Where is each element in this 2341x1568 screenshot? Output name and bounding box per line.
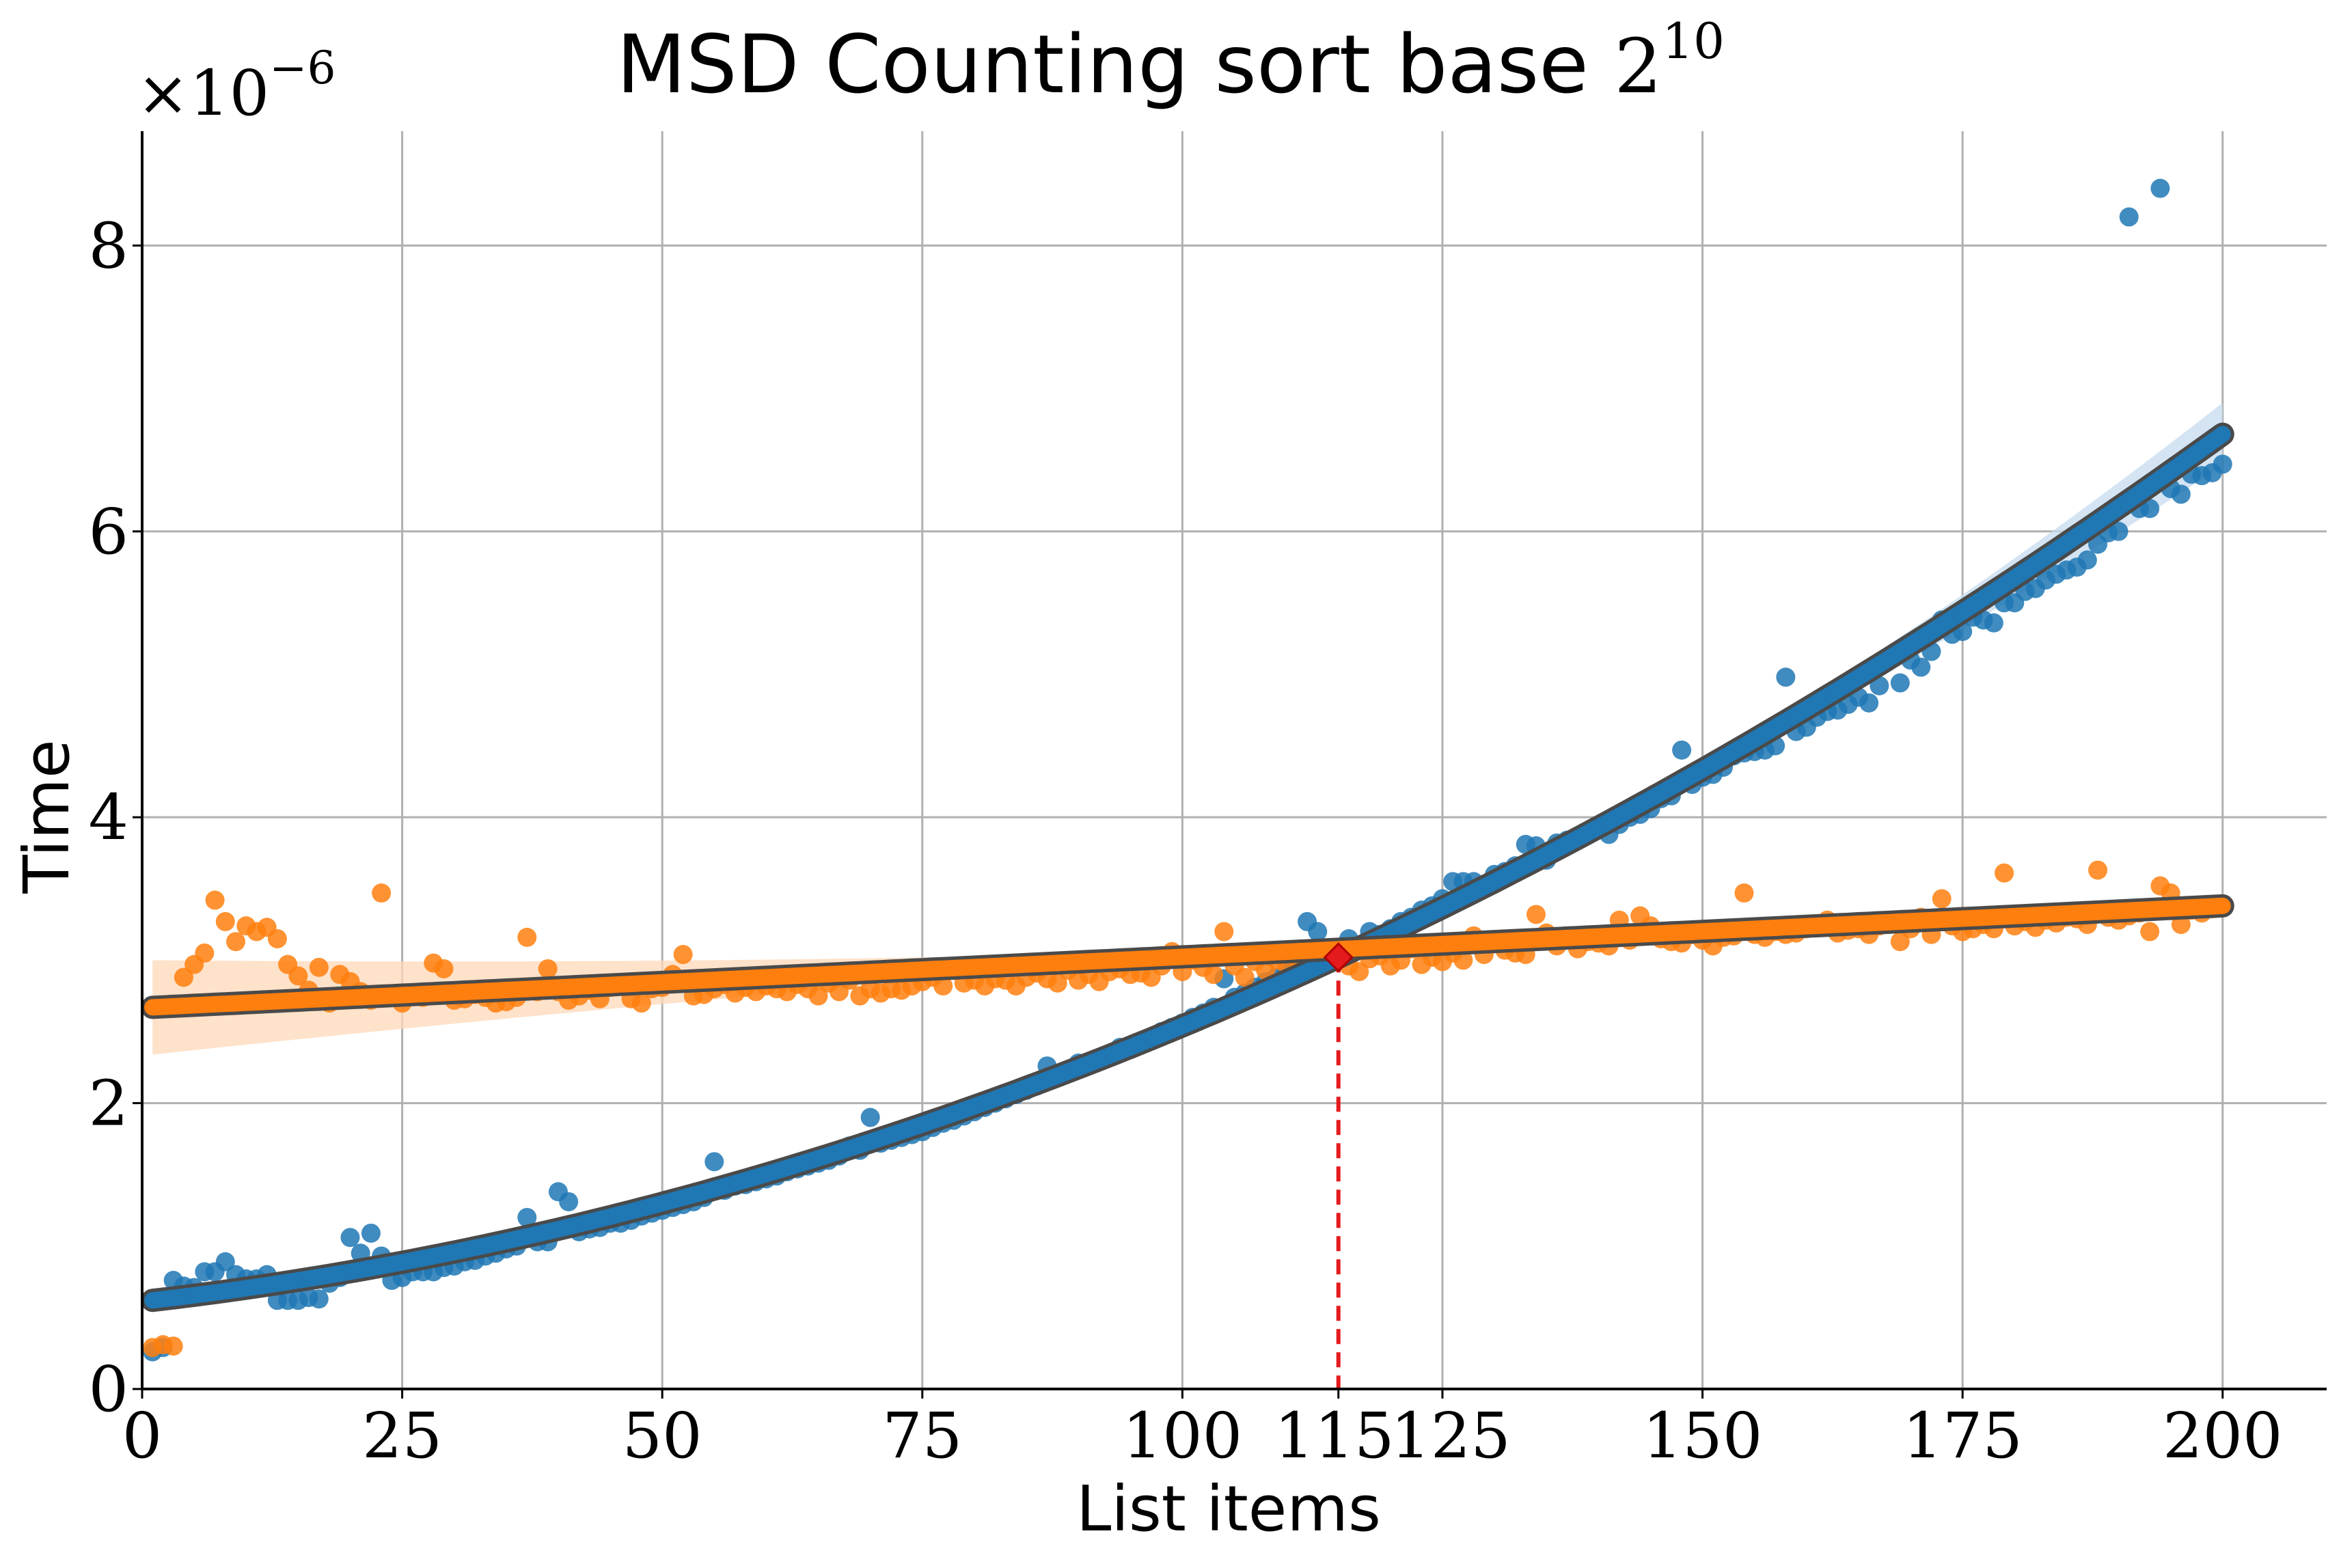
y-tick-label: 0 [88, 1353, 128, 1426]
y-tick-label: 8 [88, 209, 128, 282]
scatter-point-0 [1308, 922, 1328, 941]
scatter-point-0 [1890, 673, 1910, 693]
scatter-point-0 [1984, 613, 2003, 633]
x-tick-label: 200 [2163, 1399, 2283, 1472]
chart-title-text: MSD Counting sort base [616, 17, 1614, 111]
x-tick-label: 175 [1902, 1399, 2023, 1472]
y-tick-label: 2 [88, 1067, 128, 1140]
scatter-point-0 [2119, 207, 2139, 227]
scatter-point-1 [673, 945, 693, 965]
chart-title: MSD Counting sort base 210 [616, 12, 1725, 111]
scatter-point-0 [361, 1223, 381, 1243]
scatter-point-1 [1204, 965, 1224, 985]
axes [133, 131, 2327, 1399]
x-axis-label: List items [1076, 1472, 1381, 1545]
x-tick-label: 150 [1643, 1399, 1763, 1472]
scatter-point-1 [1214, 922, 1234, 941]
scatter-point-1 [226, 932, 246, 952]
intersection-highlight [1323, 942, 1354, 1389]
scatter-point-0 [2109, 521, 2128, 541]
scatter-point-0 [215, 1252, 235, 1271]
x-tick-label: 125 [1391, 1399, 1511, 1472]
fit-line-outline-0 [141, 422, 2234, 1312]
y-tick-label: 4 [88, 781, 128, 854]
grid-layer [141, 131, 2327, 1390]
y-scale-multiplier-base: ×10 [137, 57, 269, 130]
x-tick-label-highlight: 115 [1274, 1399, 1395, 1472]
scatter-point-1 [517, 927, 537, 947]
scatter-point-1 [1048, 973, 1067, 993]
scatter-point-0 [860, 1108, 880, 1127]
scatter-point-1 [933, 976, 953, 996]
intersection-marker [1323, 942, 1354, 973]
scatter-point-1 [808, 986, 828, 1006]
scatter-point-1 [1235, 967, 1255, 987]
scatter-point-0 [704, 1152, 724, 1172]
scatter-point-1 [1526, 905, 1546, 924]
scatter-point-1 [309, 957, 329, 977]
scatter-point-0 [1776, 668, 1796, 687]
fit-line-0 [144, 426, 2231, 1309]
scatter-point-1 [174, 967, 193, 987]
scatter-point-1 [195, 943, 215, 963]
x-tick-label: 25 [362, 1399, 442, 1472]
scatter-point-1 [215, 911, 235, 931]
scatter-point-1 [1453, 950, 1473, 970]
scatter-point-0 [1859, 693, 1879, 713]
chart-title-math-base: 2 [1614, 23, 1662, 110]
scatter-point-1 [1734, 883, 1754, 903]
scatter-point-1 [163, 1336, 183, 1356]
scatter-point-1 [1995, 863, 2014, 883]
scatter-point-1 [538, 959, 558, 978]
scatter-point-1 [1932, 889, 1952, 909]
y-axis-label: Time [10, 739, 83, 894]
scatter-point-1 [2088, 860, 2108, 880]
scatter-point-0 [1911, 657, 1931, 677]
y-scale-multiplier-exp: −6 [269, 42, 336, 94]
scatter-point-0 [2077, 550, 2097, 570]
scatter-point-1 [1350, 962, 1369, 982]
scatter-point-0 [309, 1289, 329, 1309]
scatter-point-0 [2213, 454, 2232, 474]
scatter-point-1 [631, 993, 651, 1013]
scatter-point-1 [205, 890, 225, 910]
scatter-point-0 [2150, 178, 2170, 198]
fit-lines [141, 422, 2234, 1312]
x-tick-label: 50 [622, 1399, 702, 1472]
scatter-points [143, 178, 2232, 1362]
scatter-point-1 [372, 883, 392, 903]
scatter-point-1 [267, 929, 287, 949]
scatter-point-0 [2171, 484, 2191, 504]
y-scale-multiplier: ×10−6 [137, 42, 336, 130]
scatter-point-1 [288, 966, 308, 986]
scatter-point-0 [517, 1207, 537, 1227]
x-tick-label: 75 [882, 1399, 962, 1472]
x-tick-label: 100 [1123, 1399, 1243, 1472]
scatter-point-1 [2140, 922, 2160, 941]
scatter-point-1 [434, 959, 454, 978]
scatter-point-0 [340, 1228, 360, 1248]
fit-line-1 [144, 897, 2231, 1016]
confidence-band-0 [152, 402, 2223, 1308]
scatter-point-0 [2140, 499, 2160, 519]
scatter-point-0 [1672, 740, 1692, 760]
chart-title-math-exp: 10 [1662, 12, 1725, 70]
scatter-point-1 [1890, 932, 1910, 952]
scatter-point-0 [559, 1192, 579, 1211]
y-tick-label: 6 [88, 495, 128, 568]
confidence-bands [152, 402, 2223, 1308]
x-tick-label: 0 [122, 1399, 163, 1472]
